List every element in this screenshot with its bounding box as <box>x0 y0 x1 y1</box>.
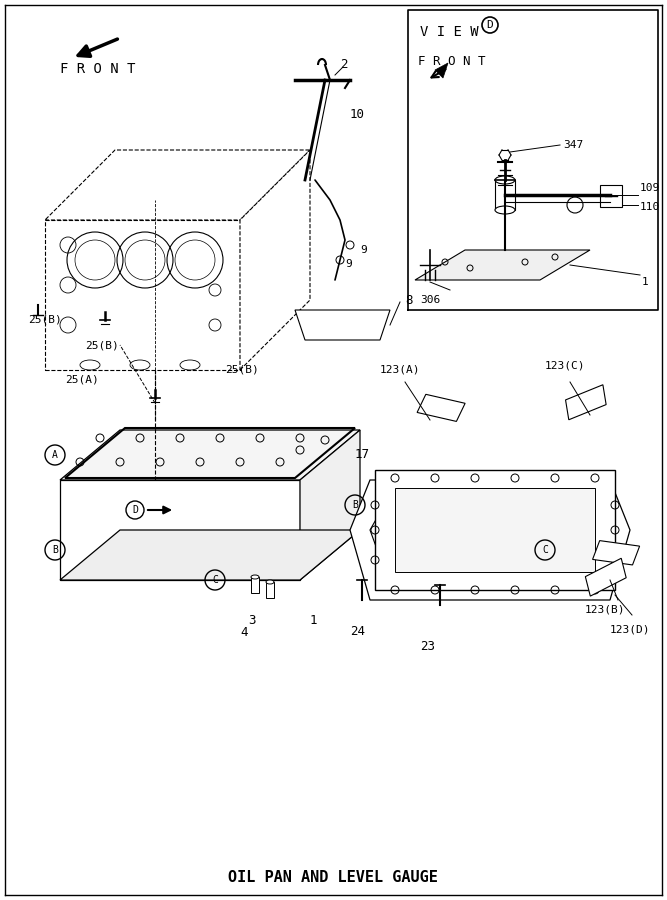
Text: 9: 9 <box>345 259 352 269</box>
Text: B: B <box>52 545 58 555</box>
Polygon shape <box>60 530 360 580</box>
Text: F R O N T: F R O N T <box>418 55 486 68</box>
Text: 25(B): 25(B) <box>225 365 259 375</box>
Polygon shape <box>435 63 448 78</box>
Polygon shape <box>592 541 640 565</box>
Text: C: C <box>542 545 548 555</box>
Text: C: C <box>212 575 218 585</box>
Text: 10: 10 <box>350 109 365 122</box>
Text: 110: 110 <box>640 202 660 212</box>
Text: 23: 23 <box>420 640 435 653</box>
Text: 1: 1 <box>310 614 317 626</box>
Text: 347: 347 <box>563 140 583 150</box>
Polygon shape <box>60 480 300 580</box>
Text: 109: 109 <box>640 183 660 193</box>
Ellipse shape <box>495 206 515 214</box>
Text: 123(A): 123(A) <box>380 365 420 375</box>
Text: 24: 24 <box>350 625 365 638</box>
Text: 25(A): 25(A) <box>65 375 99 385</box>
Text: 9: 9 <box>360 245 367 255</box>
Polygon shape <box>240 150 310 370</box>
Polygon shape <box>370 495 610 585</box>
Polygon shape <box>586 558 626 596</box>
Text: D: D <box>132 505 138 515</box>
Text: 123(C): 123(C) <box>545 360 586 370</box>
Text: D: D <box>487 20 494 30</box>
Text: A: A <box>52 450 58 460</box>
Text: 25(B): 25(B) <box>85 340 119 350</box>
Text: OIL PAN AND LEVEL GAUGE: OIL PAN AND LEVEL GAUGE <box>228 870 438 885</box>
Text: 17: 17 <box>355 448 370 462</box>
Polygon shape <box>60 430 360 480</box>
Text: 123(B): 123(B) <box>585 605 626 615</box>
Ellipse shape <box>266 580 274 584</box>
Polygon shape <box>295 310 390 340</box>
Bar <box>266 582 274 598</box>
Text: 306: 306 <box>420 295 440 305</box>
Ellipse shape <box>495 176 515 184</box>
Polygon shape <box>415 250 590 280</box>
Polygon shape <box>45 220 240 370</box>
Text: B: B <box>352 500 358 510</box>
Polygon shape <box>417 394 465 421</box>
Text: 2: 2 <box>340 58 348 71</box>
Text: V I E W: V I E W <box>420 25 479 39</box>
Text: 3: 3 <box>248 614 255 626</box>
Bar <box>495 180 515 210</box>
Bar <box>251 577 259 593</box>
Polygon shape <box>45 150 310 220</box>
Polygon shape <box>300 430 360 580</box>
Bar <box>375 470 615 590</box>
Bar <box>600 185 622 207</box>
Polygon shape <box>566 384 606 419</box>
Text: F R O N T: F R O N T <box>60 62 135 76</box>
Text: 25(B): 25(B) <box>28 315 62 325</box>
Text: 4: 4 <box>240 626 247 638</box>
Text: 123(D): 123(D) <box>610 625 650 635</box>
Ellipse shape <box>251 575 259 579</box>
Bar <box>395 488 595 572</box>
Polygon shape <box>350 480 630 600</box>
Text: 8: 8 <box>405 293 412 307</box>
Text: 1: 1 <box>642 277 649 287</box>
